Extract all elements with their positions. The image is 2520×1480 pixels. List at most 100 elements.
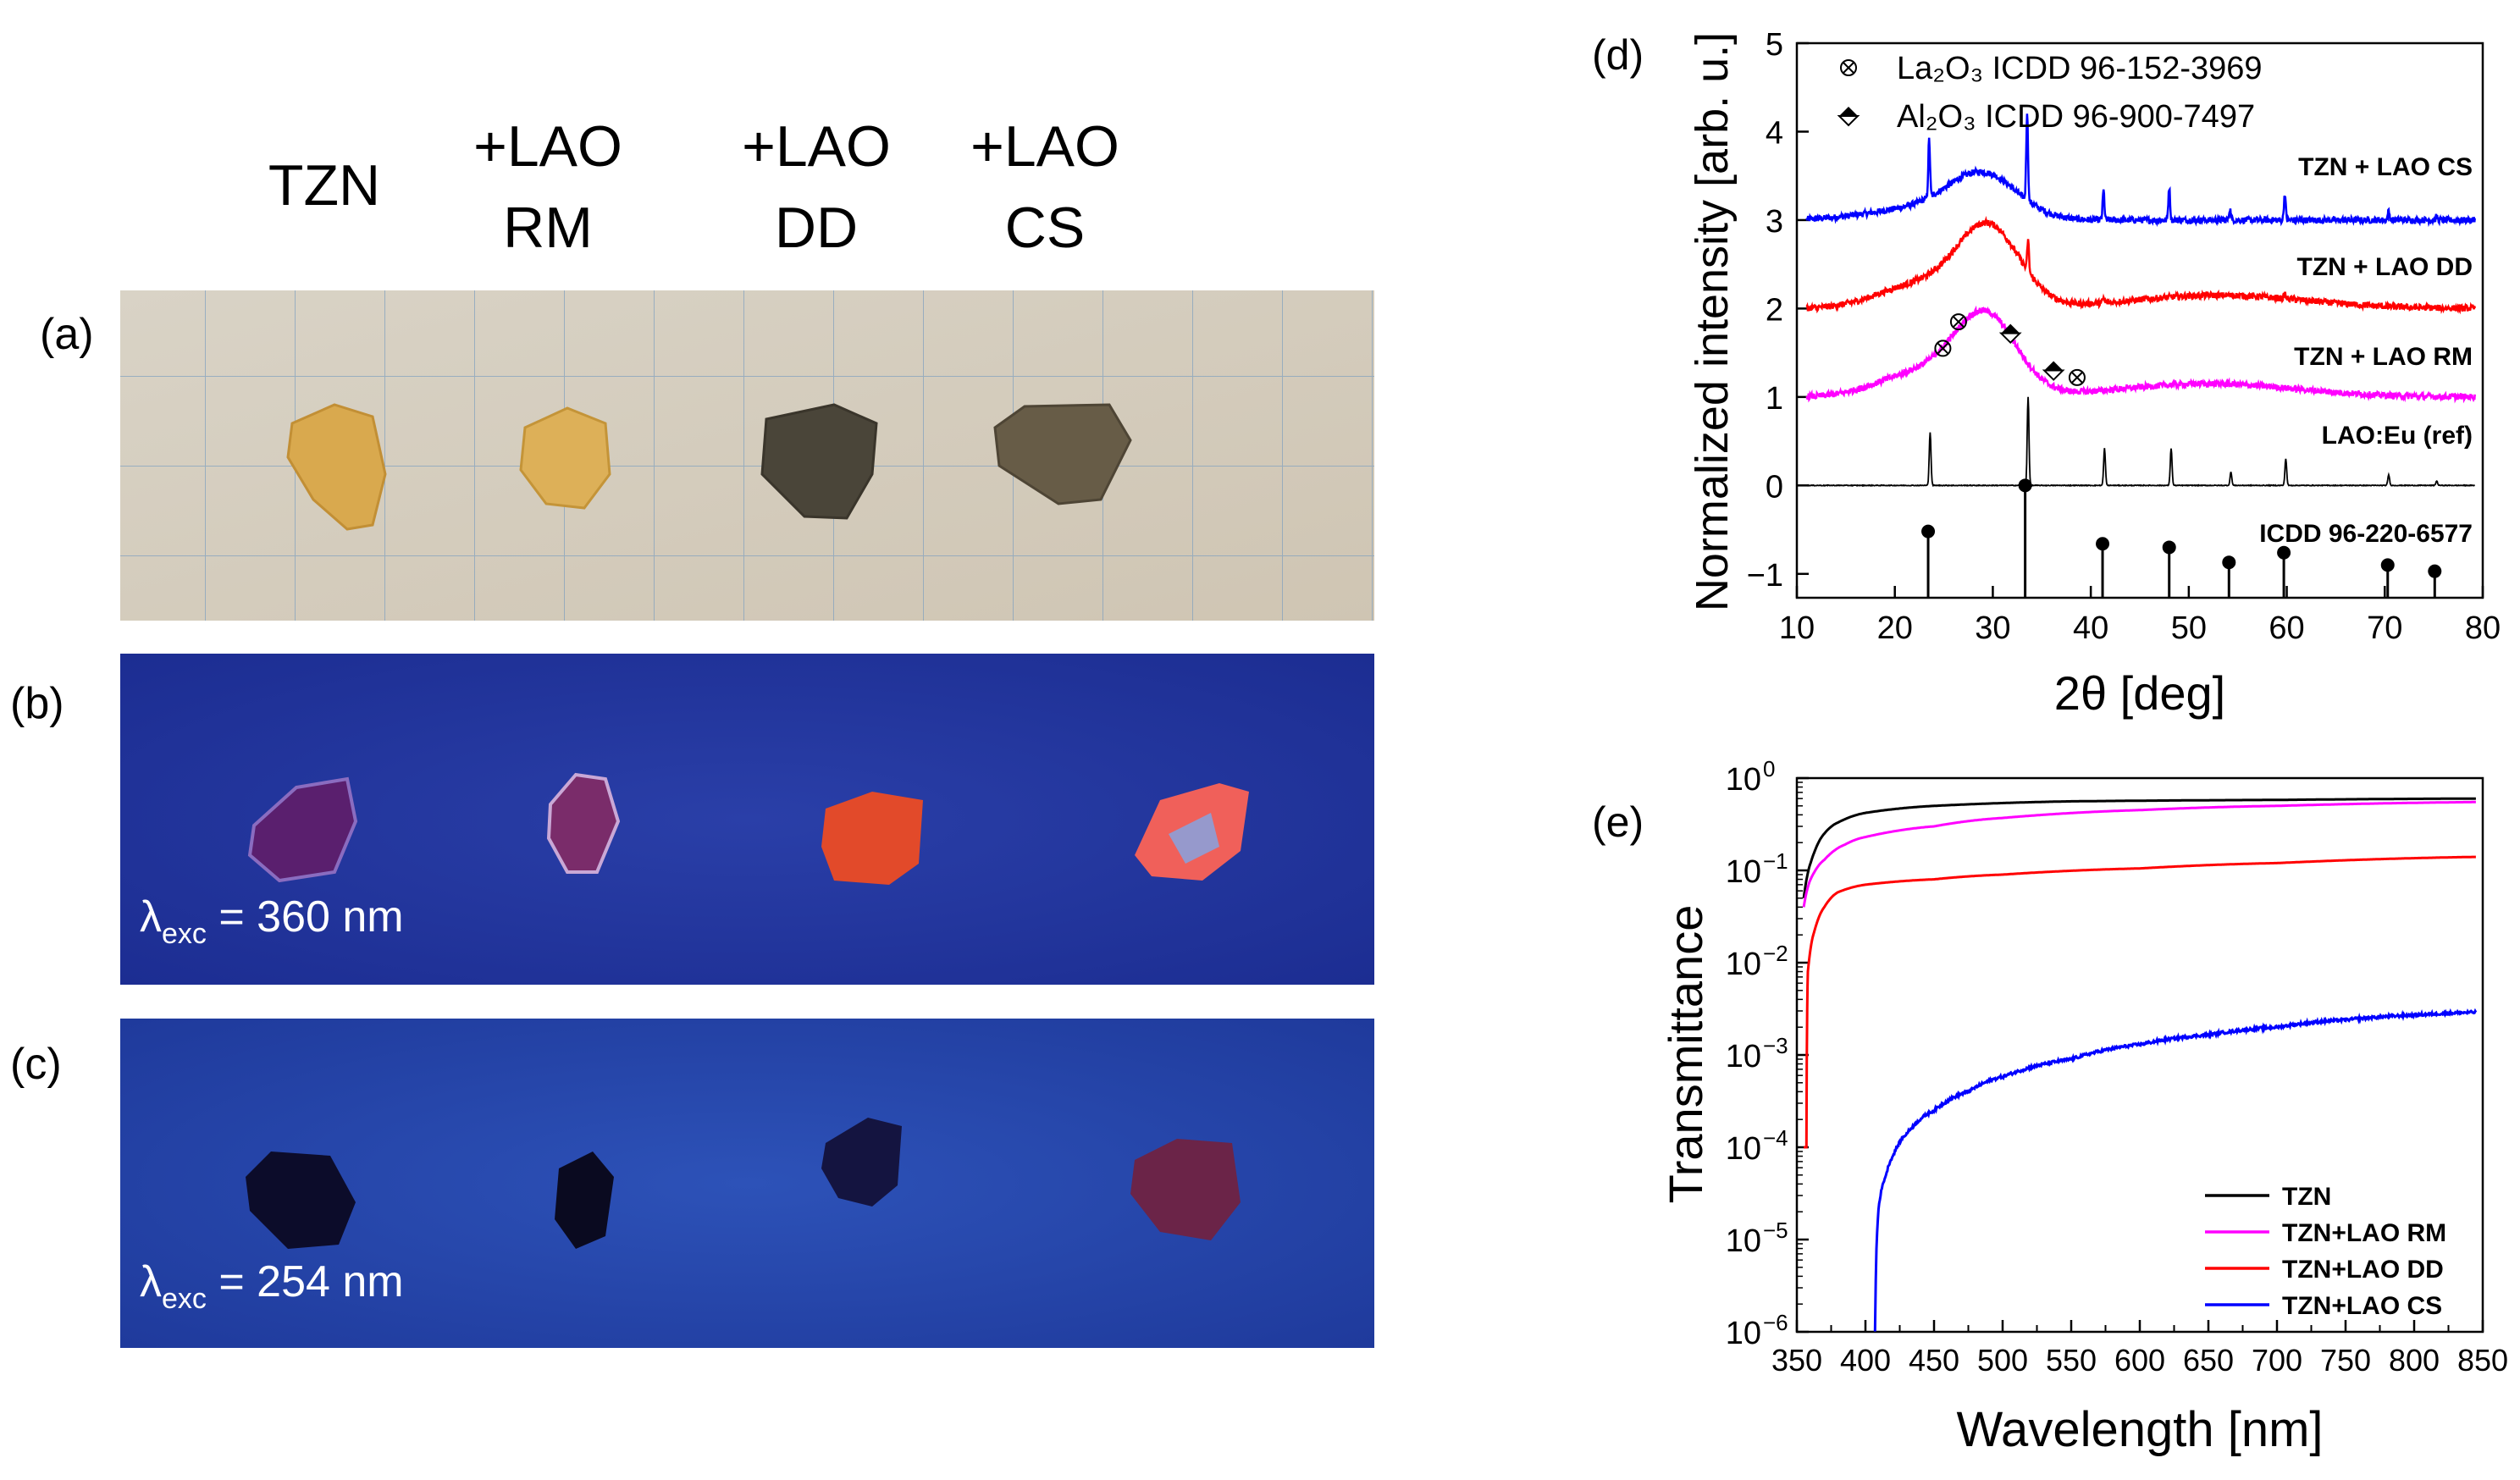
xrd-chart: (d) 2θ [deg] Normalized intensity [arb. … [1592,27,2501,720]
y-tick-exponent: 0 [1763,756,1775,781]
sample-headers: TZN +LAO RM +LAO DD +LAO CS [268,114,1119,260]
legend-label: La₂O₃ ICDD 96-152-3969 [1897,51,2263,86]
y-axis-title: Transmittance [1659,905,1712,1204]
x-tick-label: 350 [1771,1343,1822,1378]
sample-tzn-uv254 [246,1151,356,1249]
x-tick-label: 850 [2457,1343,2508,1378]
x-tick-label: 40 [2073,610,2108,646]
y-tick-label: −1 [1747,558,1783,594]
legend-label: Al₂O₃ ICDD 96-900-7497 [1897,99,2255,135]
x-tick-label: 500 [1977,1343,2028,1378]
x-tick-label: 450 [1909,1343,1959,1378]
x-axis-title: 2θ [deg] [2054,666,2225,720]
cross-icon [1937,342,1949,355]
y-tick-exponent: −2 [1763,941,1788,966]
tick-base: 10 [1726,947,1761,982]
y-tick-exponent: −5 [1763,1218,1788,1243]
y-tick-label: 10 [1726,1131,1761,1167]
tick-base: 10 [1726,1223,1761,1259]
panel-label-d: (d) [1592,31,1644,79]
y-tick-label: 10 [1726,947,1761,982]
xrd-series-tzn-lao-dd [1805,215,2476,315]
sample-header-line1: +LAO [473,114,622,179]
photo-panel-b: (b) λexc = 360 nm [10,654,1374,985]
la2o3-marker [2068,368,2086,386]
legend-label: TZN [2282,1183,2331,1211]
x-tick-label: 700 [2252,1343,2302,1378]
sample-header-line2: RM [503,196,593,260]
half-diamond-top-icon [2001,323,2020,334]
x-tick-label: 600 [2114,1343,2165,1378]
legend-label: TZN+LAO DD [2282,1256,2444,1284]
y-tick-label: 4 [1766,115,1783,151]
sample-lao-rm [519,406,611,510]
half-diamond-bottom-icon [1837,115,1860,127]
transmittance-series-tzn [1802,797,2476,898]
y-tick-exponent: −3 [1763,1033,1788,1058]
half-diamond-top-icon [1839,107,1858,116]
x-tick-label: 20 [1877,610,1913,646]
series-label: LAO:Eu (ref) [2322,422,2473,450]
series-label: TZN + LAO DD [2297,253,2473,281]
xrd-series-lao-eu-ref- [1806,396,2475,488]
y-tick-label: 10 [1726,1223,1761,1259]
sample-header-line1: +LAO [970,114,1119,179]
xrd-series-tzn-lao-rm [1805,305,2476,404]
reference-stick-head [1921,524,1936,538]
panel-label-b: (b) [10,679,64,728]
sample-tzn [286,403,387,531]
circle-x-icon [1949,313,1967,331]
y-tick-exponent: −6 [1763,1310,1788,1335]
transmittance-chart: (e) Wavelength [nm] Transmittance 350 400… [1592,756,2508,1457]
x-tick-label: 60 [2269,610,2304,646]
x-axis-title: Wavelength [nm] [1956,1402,2323,1457]
sample-lao-dd-uv360 [821,792,923,885]
sample-lao-cs-blue-region [1169,813,1219,864]
al2o3-marker [1998,323,2022,345]
la2o3-marker [1949,313,1967,331]
plot-frame [1795,776,2484,1334]
x-tick-label: 650 [2183,1343,2234,1378]
series-label: TZN + LAO RM [2294,343,2473,371]
y-tick-exponent: −4 [1763,1125,1788,1151]
y-axis-title: Normalized intensity [arb. u.] [1687,32,1738,611]
panel-label-a: (a) [40,310,94,359]
sample-lao-cs [993,403,1132,505]
x-tick-label: 550 [2046,1343,2097,1378]
sample-lao-rm-uv254 [555,1151,614,1249]
tick-base: 10 [1726,1039,1761,1074]
x-tick-label: 70 [2367,610,2402,646]
y-tick-label: 3 [1766,204,1783,240]
xrd-series-tzn-lao-cs [1805,113,2476,228]
y-tick-label: 10 [1726,1039,1761,1074]
legend-al2o3-marker [1837,107,1860,127]
photo-panel-c: (c) λexc = 254 nm [10,1019,1374,1348]
reference-stick-head [2428,564,2442,578]
reference-stick-head [2162,540,2176,555]
x-tick-label: 750 [2320,1343,2371,1378]
sample-header-line2: CS [1005,196,1085,260]
tick-base: 10 [1726,1131,1761,1167]
sample-tzn-uv360 [247,776,358,883]
reference-stick-head [2277,545,2291,560]
reference-stick-head [2096,537,2110,551]
la2o3-marker [1934,340,1952,357]
circle-x-icon [1934,340,1952,357]
al2o3-marker [2042,361,2065,381]
plot-frame [1795,41,2484,599]
series-label: TZN + LAO CS [2298,153,2473,181]
y-tick-label: 5 [1766,27,1783,63]
legend-label: TZN+LAO CS [2282,1292,2442,1320]
transmittance-series-tzn-lao-rm [1802,800,2476,908]
sample-header: TZN [268,153,380,218]
y-tick-exponent: −1 [1763,848,1788,874]
half-diamond-top-icon [2044,361,2064,371]
y-tick-label: 10 [1726,854,1761,890]
tick-base: 10 [1726,1316,1761,1351]
cross-icon [1953,316,1965,328]
tick-base: 10 [1726,762,1761,798]
cross-icon [2071,372,2083,384]
x-tick-label: 30 [1975,610,2010,646]
x-tick-label: 80 [2465,610,2501,646]
